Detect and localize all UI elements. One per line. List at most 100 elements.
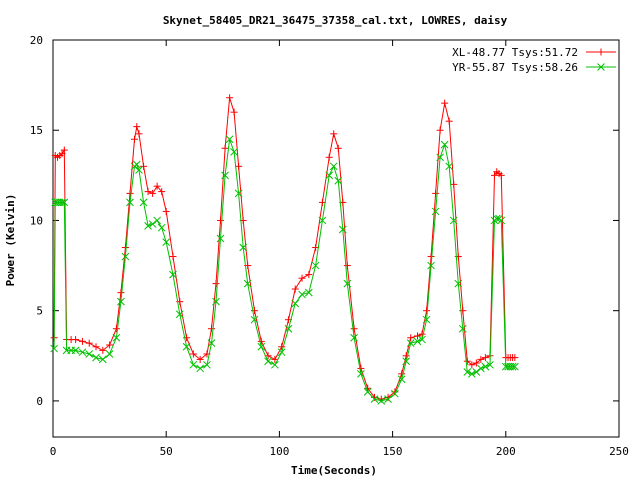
data-point (363, 388, 372, 396)
data-point (398, 370, 406, 378)
data-point (422, 315, 431, 324)
data-point (72, 336, 80, 344)
data-point (78, 337, 86, 345)
data-point (284, 324, 293, 333)
y-tick-label: 0 (36, 395, 43, 408)
data-point (343, 262, 351, 270)
data-point (250, 315, 259, 324)
data-point (431, 207, 440, 216)
data-point (235, 162, 243, 170)
data-point (343, 279, 352, 288)
data-point (271, 360, 279, 369)
data-point (427, 253, 435, 261)
data-point (350, 325, 358, 333)
data-point (450, 180, 458, 188)
y-axis-label: Power (Kelvin) (4, 194, 17, 287)
legend-label: XL-48.77 Tsys:51.72 (452, 46, 578, 59)
data-point (85, 339, 93, 347)
data-point (357, 364, 365, 372)
data-point (458, 324, 467, 333)
data-point (216, 234, 225, 243)
data-point (92, 343, 100, 351)
data-point (212, 280, 220, 288)
data-point (497, 216, 506, 225)
data-point (105, 350, 114, 358)
data-point (230, 108, 238, 116)
data-point (304, 288, 313, 297)
data-point (135, 166, 143, 174)
data-point (121, 252, 130, 261)
data-point (131, 135, 139, 143)
data-point (230, 148, 238, 156)
data-point (58, 198, 66, 207)
data-point (449, 216, 458, 225)
x-tick-label: 100 (269, 445, 289, 458)
data-point (463, 357, 471, 365)
data-point (481, 354, 489, 362)
data-point (162, 238, 171, 246)
x-axis-label: Time(Seconds) (291, 464, 377, 477)
data-point (472, 359, 480, 367)
data-point (132, 160, 141, 169)
y-tick-label: 5 (36, 305, 43, 318)
data-point (175, 310, 184, 319)
data-point (271, 355, 279, 363)
data-point (477, 364, 485, 373)
x-tick-label: 150 (383, 445, 403, 458)
data-point (221, 171, 229, 180)
data-point (445, 162, 454, 171)
data-point (330, 130, 338, 138)
data-point (139, 198, 148, 207)
series-line (53, 139, 515, 402)
series-layer (50, 94, 519, 405)
data-point (112, 333, 121, 342)
data-point (436, 126, 444, 134)
data-point (250, 307, 258, 315)
data-point (298, 274, 306, 282)
data-point (418, 330, 426, 338)
legend-swatch-marker (597, 63, 605, 71)
data-point (311, 261, 320, 270)
data-point (377, 397, 386, 405)
data-point (325, 171, 334, 180)
legend-swatch-marker (597, 48, 605, 56)
data-point (463, 368, 472, 376)
x-tick-label: 250 (609, 445, 629, 458)
data-point (133, 123, 141, 131)
data-point (203, 360, 211, 369)
data-point (60, 146, 68, 154)
data-point (50, 344, 58, 353)
data-point (402, 357, 411, 366)
data-point (291, 285, 299, 293)
data-point (391, 389, 399, 398)
data-point (298, 290, 306, 299)
data-point (182, 342, 191, 351)
data-point (357, 369, 365, 378)
y-tick-label: 10 (30, 214, 43, 227)
data-point (135, 130, 143, 138)
data-point (492, 214, 501, 223)
data-point (440, 140, 449, 149)
data-point (397, 375, 406, 384)
data-point (169, 253, 177, 261)
data-point (511, 362, 519, 371)
data-point (338, 225, 347, 234)
x-tick-label: 0 (50, 445, 57, 458)
data-point (212, 297, 220, 306)
data-point (144, 188, 152, 196)
data-point (157, 223, 166, 232)
data-point (140, 162, 148, 170)
data-point (318, 216, 327, 225)
data-point (92, 353, 100, 362)
data-point (148, 220, 157, 228)
data-point (112, 325, 120, 333)
data-point (406, 339, 415, 348)
data-point (99, 346, 107, 354)
data-point (169, 270, 177, 279)
data-point (427, 261, 435, 270)
data-point (234, 189, 243, 198)
chart-title: Skynet_58405_DR21_36475_37358_cal.txt, L… (163, 14, 508, 27)
plot-frame (52, 39, 620, 438)
data-point (402, 352, 410, 360)
